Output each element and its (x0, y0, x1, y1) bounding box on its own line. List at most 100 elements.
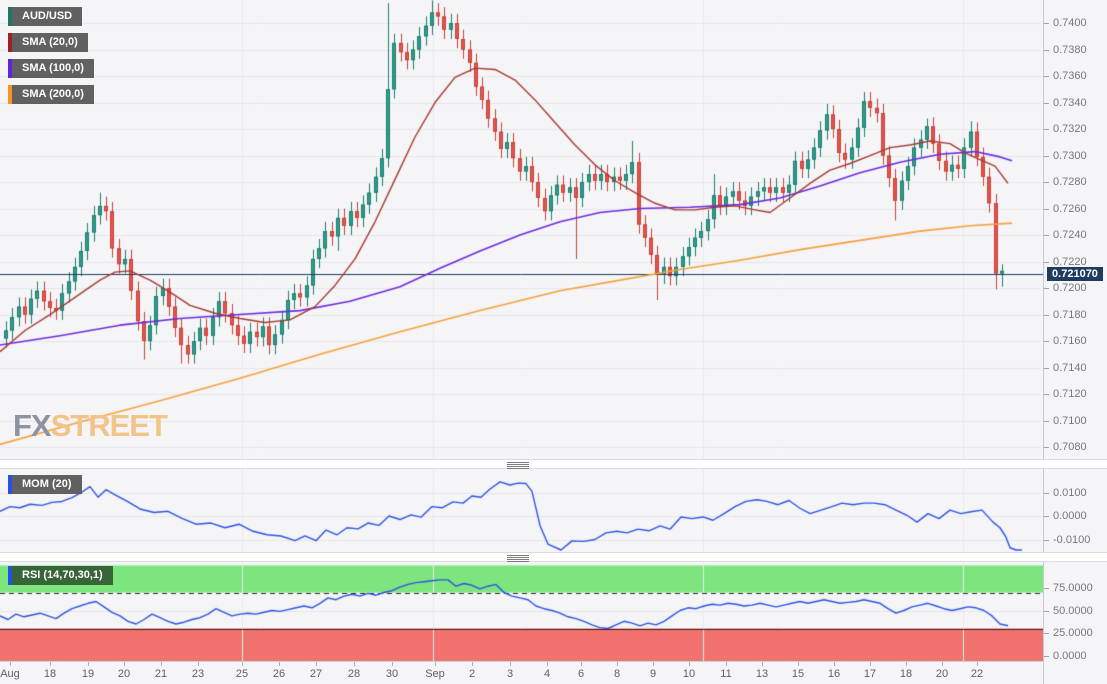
date-axis[interactable]: Aug 18 19 20 21 23 25 26 27 28 30 Sep 2 3 4 6 8 9 10 11 13 15… (0, 661, 1043, 684)
sma20-color-stripe (8, 33, 12, 52)
fxstreet-watermark-street: STREET (50, 408, 168, 443)
axis-tick (1044, 235, 1049, 236)
date-axis-tick (906, 662, 907, 666)
value-axis-label: 0.7280 (1053, 176, 1087, 188)
legend-sma100[interactable]: SMA (100,0) (8, 59, 94, 78)
date-axis-tick (435, 662, 436, 666)
date-axis-label: 17 (863, 668, 877, 680)
rsi-color-stripe (8, 566, 12, 585)
date-axis-label: 27 (309, 668, 323, 680)
panel-separator-main-mom[interactable] (0, 459, 1107, 469)
value-axis-label: 0.7140 (1053, 362, 1087, 374)
current-price-tag: 0.721070 (1047, 267, 1103, 281)
value-axis[interactable]: 0.721070 0.7400 0.7380 0.7360 0.7340 0.7320 0… (1043, 0, 1107, 684)
value-axis-label: 0.7160 (1053, 335, 1087, 347)
date-axis-label: 30 (385, 668, 399, 680)
axis-tick (1044, 421, 1049, 422)
legend-audusd[interactable]: AUD/USD (8, 7, 83, 26)
legend-sma200-label: SMA (200,0) (22, 88, 84, 100)
resize-grip-icon[interactable] (507, 555, 529, 562)
rsi-canvas[interactable] (0, 562, 1043, 661)
axis-tick (1044, 394, 1049, 395)
instrument-color-stripe (8, 7, 12, 26)
resize-grip-icon[interactable] (507, 462, 529, 469)
date-axis-tick (10, 662, 11, 666)
sma100-color-stripe (8, 59, 12, 78)
date-axis-label: 13 (755, 668, 769, 680)
value-axis-label: 0.7180 (1053, 309, 1087, 321)
fxstreet-watermark-fx: FX (13, 408, 52, 443)
axis-tick (1044, 288, 1049, 289)
axis-tick (1044, 540, 1049, 541)
date-axis-label: 9 (649, 668, 657, 680)
legend-rsi-label: RSI (14,70,30,1) (22, 569, 103, 581)
axis-tick (1044, 129, 1049, 130)
date-axis-label: 19 (81, 668, 95, 680)
axis-tick (1044, 588, 1049, 589)
axis-tick (1044, 656, 1049, 657)
axis-tick (1044, 315, 1049, 316)
date-axis-label: 16 (827, 668, 841, 680)
legend-mom-label: MOM (20) (22, 478, 72, 490)
momentum-panel: MOM (20) (0, 469, 1043, 552)
axis-tick (1044, 516, 1049, 517)
value-axis-label: 75.0000 (1053, 582, 1093, 594)
date-axis-label: 21 (154, 668, 168, 680)
momentum-canvas[interactable] (0, 469, 1043, 552)
date-axis-tick (581, 662, 582, 666)
date-axis-label: 15 (791, 668, 805, 680)
date-axis-tick (472, 662, 473, 666)
date-axis-label: 6 (577, 668, 585, 680)
date-axis-tick (88, 662, 89, 666)
date-axis-label: 18 (43, 668, 57, 680)
value-axis-label: 0.7260 (1053, 203, 1087, 215)
value-axis-label: 0.7120 (1053, 388, 1087, 400)
legend-mom[interactable]: MOM (20) (8, 475, 82, 494)
axis-tick (1044, 341, 1049, 342)
legend-rsi[interactable]: RSI (14,70,30,1) (8, 566, 113, 585)
date-axis-label: 3 (506, 668, 514, 680)
panel-separator-mom-rsi[interactable] (0, 552, 1107, 562)
legend-sma20-label: SMA (20,0) (22, 36, 78, 48)
date-axis-label: 11 (720, 668, 732, 680)
rsi-panel: RSI (14,70,30,1) (0, 562, 1043, 661)
date-axis-label: 20 (117, 668, 131, 680)
main-chart-canvas[interactable] (0, 0, 1043, 459)
legend-sma20[interactable]: SMA (20,0) (8, 33, 88, 52)
date-axis-label: 18 (899, 668, 913, 680)
value-axis-label: 0.7220 (1053, 256, 1087, 268)
date-axis-label: Sep (425, 668, 445, 680)
date-axis-label: 20 (935, 668, 949, 680)
date-axis-label: 26 (272, 668, 286, 680)
date-axis-tick (977, 662, 978, 666)
sma200-color-stripe (8, 85, 12, 104)
value-axis-label: 0.7080 (1053, 441, 1087, 453)
date-axis-tick (198, 662, 199, 666)
date-axis-tick (510, 662, 511, 666)
value-axis-label: 0.7400 (1053, 17, 1087, 29)
date-axis-tick (798, 662, 799, 666)
axis-tick (1044, 611, 1049, 612)
legend-sma200[interactable]: SMA (200,0) (8, 85, 94, 104)
date-axis-tick (392, 662, 393, 666)
value-axis-label: 0.7300 (1053, 150, 1087, 162)
value-axis-label: 0.0100 (1053, 487, 1087, 499)
date-axis-tick (547, 662, 548, 666)
date-axis-label: 4 (543, 668, 551, 680)
axis-tick (1044, 633, 1049, 634)
date-axis-tick (279, 662, 280, 666)
date-axis-tick (316, 662, 317, 666)
date-axis-tick (689, 662, 690, 666)
legend-audusd-label: AUD/USD (22, 10, 73, 22)
fxstreet-watermark: FXSTREET (13, 408, 168, 444)
date-axis-label: 25 (235, 668, 249, 680)
date-axis-tick (242, 662, 243, 666)
date-axis-label: 10 (682, 668, 696, 680)
axis-tick (1044, 23, 1049, 24)
main-price-panel: AUD/USD SMA (20,0) SMA (100,0) SMA (200,… (0, 0, 1043, 459)
value-axis-label: 0.7200 (1053, 282, 1087, 294)
value-axis-label: 25.0000 (1053, 627, 1093, 639)
date-axis-label: 2 (468, 668, 476, 680)
value-axis-label: 0.7100 (1053, 415, 1087, 427)
